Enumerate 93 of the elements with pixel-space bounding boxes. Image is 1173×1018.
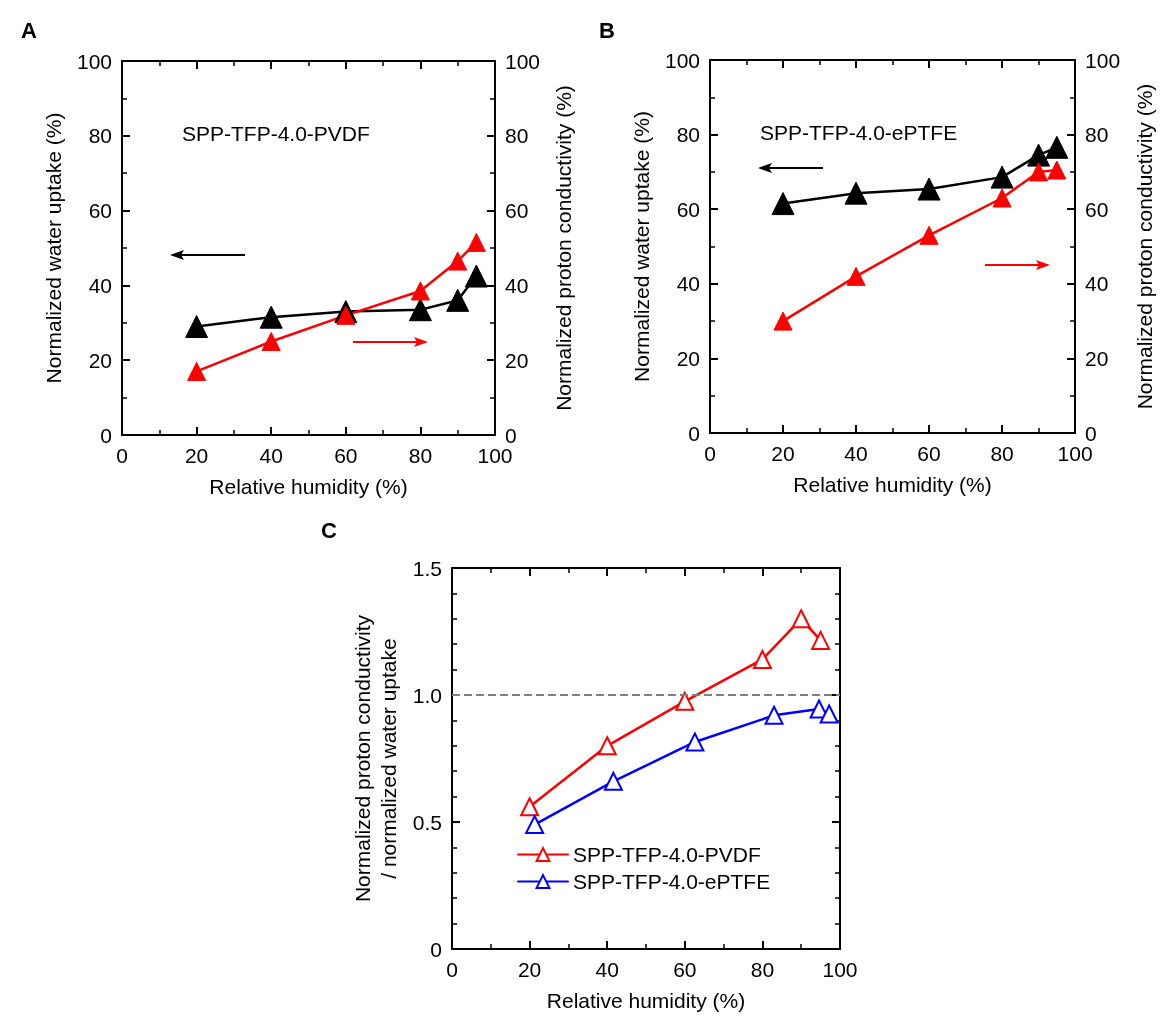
y-tick-label: 40 bbox=[88, 273, 112, 297]
y-axis-title: Normalized proton conductivity / normalized water uptake bbox=[351, 614, 401, 903]
y-tick-label: 80 bbox=[88, 124, 112, 148]
y2-tick-label: 60 bbox=[505, 199, 529, 223]
y-axis-title: Normalized water uptake (%) bbox=[41, 112, 65, 384]
point bbox=[261, 332, 281, 351]
y-tick-label: 100 bbox=[76, 49, 112, 73]
point bbox=[764, 705, 784, 725]
y-tick-label: 20 bbox=[676, 346, 700, 370]
y-tick-label: 1.5 bbox=[412, 556, 442, 580]
y2-tick-label: 40 bbox=[1085, 272, 1109, 296]
point bbox=[1027, 143, 1051, 167]
point bbox=[844, 181, 868, 205]
y-tick-label: 0 bbox=[430, 937, 442, 961]
x-tick-label: 0 bbox=[704, 442, 716, 465]
point bbox=[448, 251, 468, 271]
y2-tick-label: 40 bbox=[505, 273, 529, 297]
point bbox=[1045, 135, 1069, 159]
y-tick-label: 60 bbox=[676, 197, 700, 221]
point bbox=[675, 691, 695, 711]
x-tick-label: 20 bbox=[771, 442, 795, 465]
y-tick-label: 60 bbox=[88, 199, 112, 223]
y-tick-label: 40 bbox=[676, 272, 700, 296]
x-tick-label: 100 bbox=[1057, 442, 1093, 465]
x-tick-label: 80 bbox=[990, 442, 1014, 465]
point bbox=[819, 704, 839, 724]
y-tick-label: 0.5 bbox=[412, 810, 442, 834]
y-tick-label: 100 bbox=[664, 48, 700, 72]
y-tick-label: 0 bbox=[100, 423, 112, 447]
x-tick-label: 80 bbox=[750, 958, 775, 981]
y-tick-label: 1.0 bbox=[412, 683, 442, 707]
point bbox=[446, 288, 470, 312]
point bbox=[771, 192, 795, 216]
legend-label: SPP-TFP-4.0-ePTFE bbox=[573, 870, 771, 893]
point bbox=[525, 815, 545, 835]
y2-tick-label: 20 bbox=[1085, 346, 1109, 370]
y2-tick-label: 80 bbox=[505, 124, 529, 148]
chart-title: B bbox=[599, 17, 615, 43]
point bbox=[603, 771, 623, 791]
point bbox=[791, 609, 811, 629]
legend-label: SPP-TFP-4.0-PVDF bbox=[573, 843, 761, 866]
y2-tick-label: 0 bbox=[505, 423, 517, 447]
point bbox=[520, 797, 540, 817]
point bbox=[917, 177, 941, 201]
x-axis-title: Relative humidity (%) bbox=[209, 474, 408, 498]
point bbox=[597, 736, 617, 756]
point bbox=[336, 305, 356, 325]
y2-tick-label: 100 bbox=[1085, 48, 1121, 72]
y2-tick-label: 100 bbox=[505, 49, 541, 73]
y-axis-title: Normalized water uptake (%) bbox=[629, 111, 653, 382]
point bbox=[992, 188, 1012, 208]
y2-axis-title: Normalized proton conductivity (%) bbox=[1132, 83, 1156, 410]
point bbox=[410, 281, 430, 301]
x-tick-label: 0 bbox=[446, 958, 458, 981]
annotation: SPP-TFP-4.0-PVDF bbox=[182, 122, 370, 145]
point bbox=[1029, 162, 1049, 182]
chart-title: A bbox=[21, 17, 37, 43]
point bbox=[1047, 160, 1067, 180]
y2-tick-label: 20 bbox=[505, 348, 529, 372]
point bbox=[811, 630, 831, 650]
x-tick-label: 100 bbox=[477, 444, 513, 467]
point bbox=[466, 232, 486, 252]
point bbox=[408, 298, 432, 322]
x-tick-label: 20 bbox=[184, 444, 209, 467]
y2-axis-title: Normalized proton conductivity (%) bbox=[552, 85, 576, 411]
point bbox=[919, 225, 939, 245]
y2-tick-label: 60 bbox=[1085, 197, 1109, 221]
x-tick-label: 60 bbox=[917, 442, 941, 465]
x-tick-label: 60 bbox=[334, 444, 358, 467]
point bbox=[185, 315, 209, 339]
chart-title: C bbox=[321, 517, 337, 543]
point bbox=[187, 361, 207, 381]
y2-tick-label: 80 bbox=[1085, 123, 1109, 147]
y-tick-label: 0 bbox=[688, 421, 700, 445]
x-tick-label: 40 bbox=[595, 958, 619, 981]
x-tick-label: 40 bbox=[844, 442, 868, 465]
x-axis-title: Relative humidity (%) bbox=[793, 472, 992, 496]
annotation: SPP-TFP-4.0-ePTFE bbox=[760, 121, 958, 144]
y-tick-label: 80 bbox=[676, 123, 700, 147]
point bbox=[846, 266, 866, 286]
x-tick-label: 20 bbox=[517, 958, 542, 981]
point bbox=[990, 165, 1014, 189]
x-tick-label: 100 bbox=[822, 958, 858, 981]
x-axis-title: Relative humidity (%) bbox=[546, 988, 746, 1012]
point bbox=[773, 311, 793, 331]
point bbox=[464, 264, 488, 288]
y2-tick-label: 0 bbox=[1085, 421, 1097, 445]
x-tick-label: 0 bbox=[116, 444, 128, 467]
point bbox=[259, 305, 283, 329]
y-tick-label: 20 bbox=[88, 348, 112, 372]
point bbox=[752, 649, 772, 669]
x-tick-label: 40 bbox=[259, 444, 283, 467]
point bbox=[685, 732, 705, 752]
